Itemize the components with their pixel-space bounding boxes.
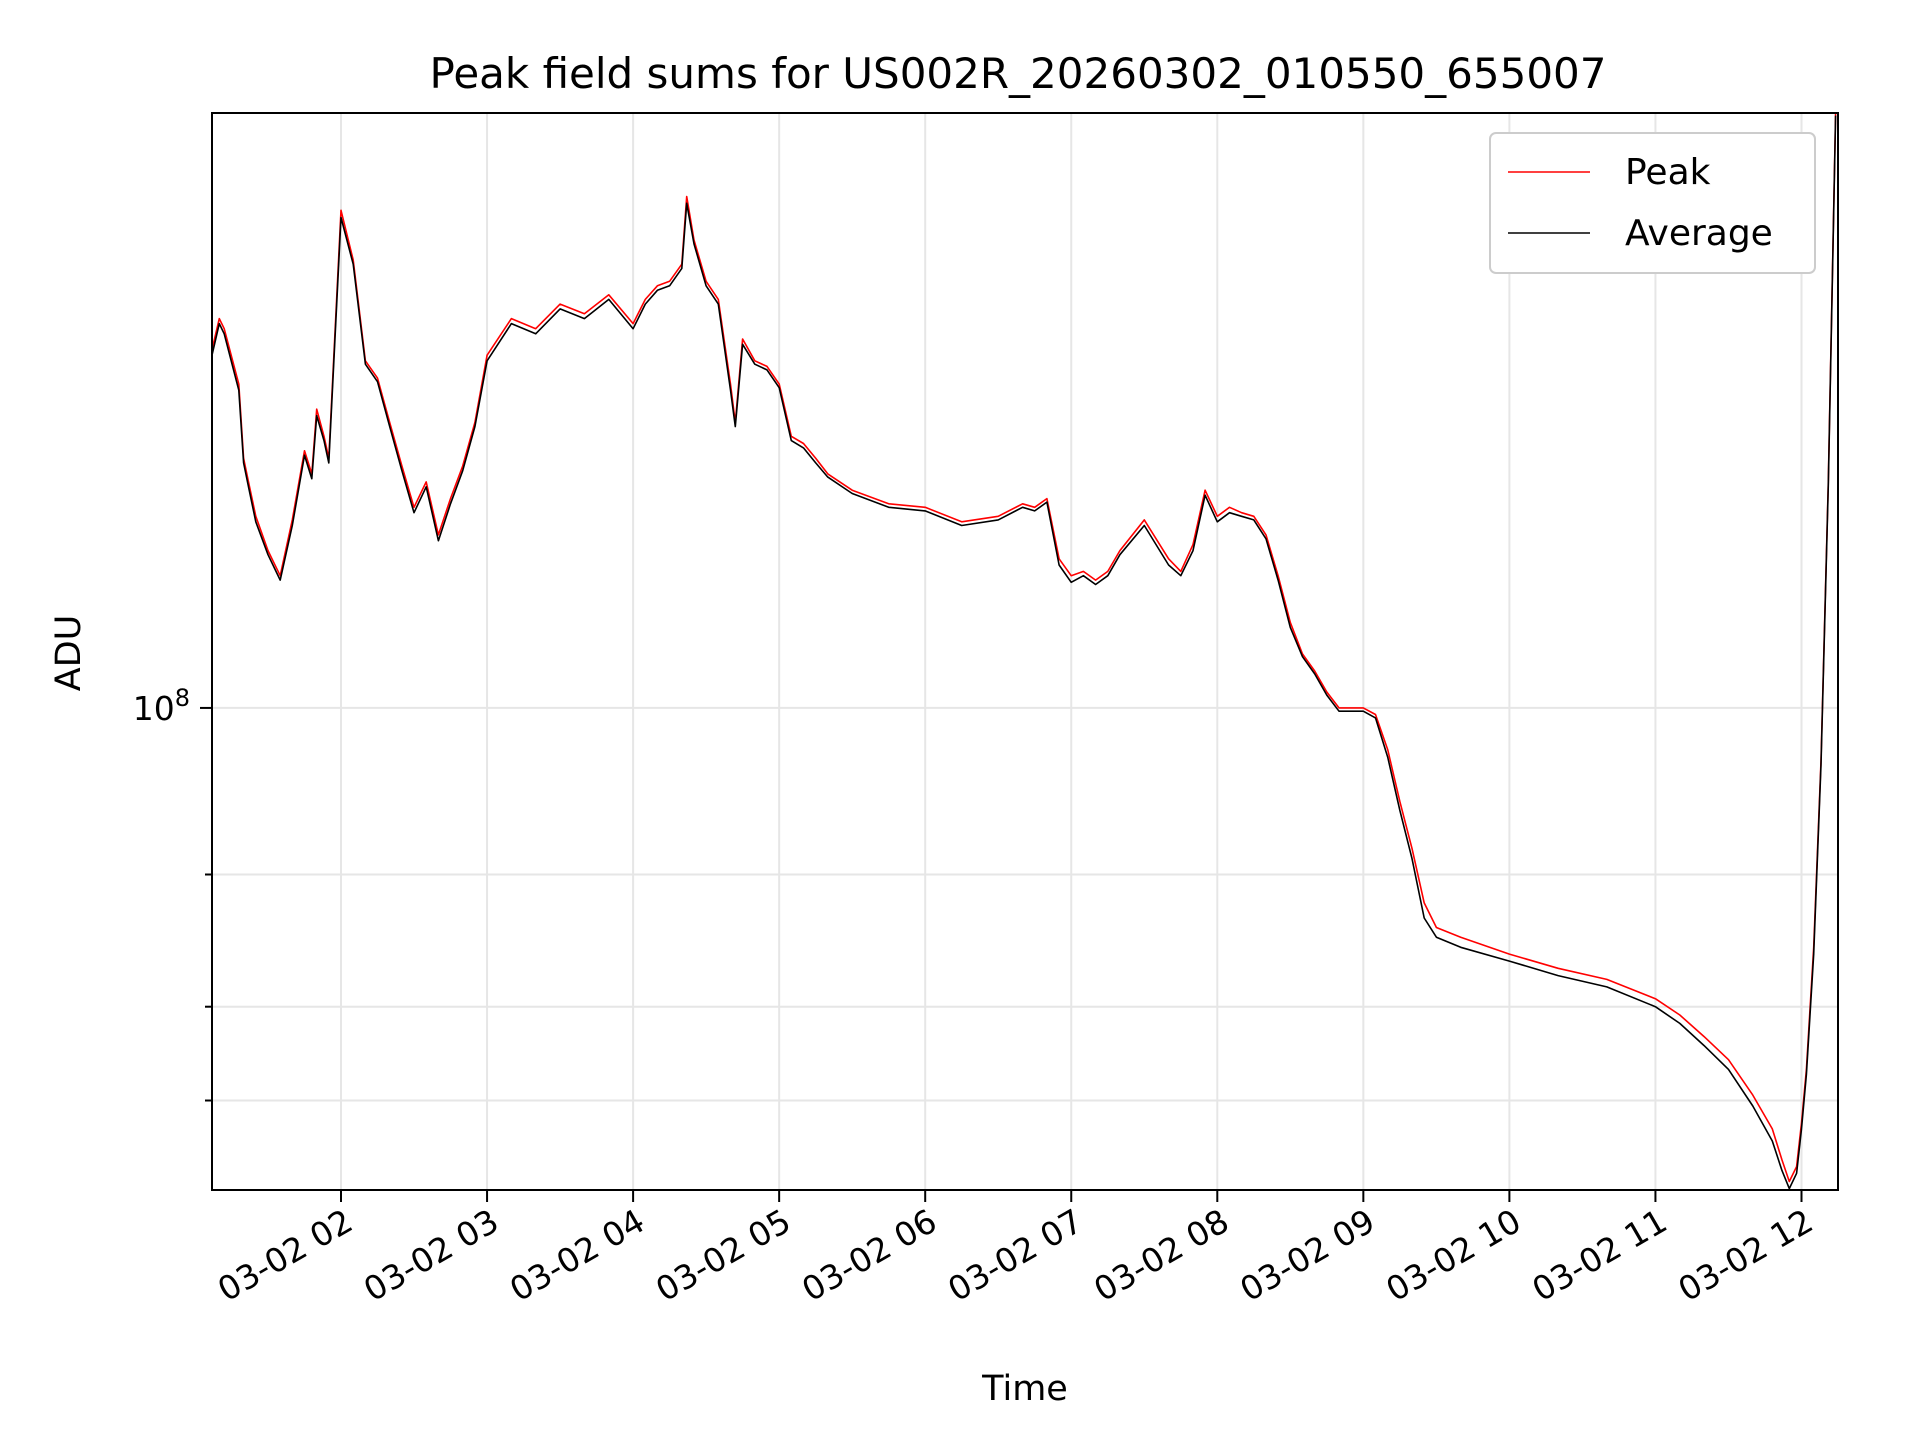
y-axis-label: ADU xyxy=(49,615,89,692)
legend-label-peak: Peak xyxy=(1625,152,1711,193)
chart-title: Peak field sums for US002R_20260302_0105… xyxy=(430,49,1607,98)
x-axis-label: Time xyxy=(981,1369,1068,1409)
y-tick-label: 108 xyxy=(133,684,190,728)
series-line-peak xyxy=(212,113,1837,1183)
series-line-average xyxy=(212,115,1837,1190)
y-tick-label-base: 10 xyxy=(133,689,175,728)
legend-box xyxy=(1489,132,1816,274)
plot-frame xyxy=(211,112,1839,1191)
legend: Peak Average xyxy=(1489,132,1816,274)
y-axis-ticks: 108 xyxy=(133,684,212,1102)
grid-lines xyxy=(212,113,1838,1190)
legend-label-average: Average xyxy=(1625,213,1773,254)
y-tick-label-exponent: 8 xyxy=(175,684,190,712)
data-series xyxy=(212,113,1837,1190)
